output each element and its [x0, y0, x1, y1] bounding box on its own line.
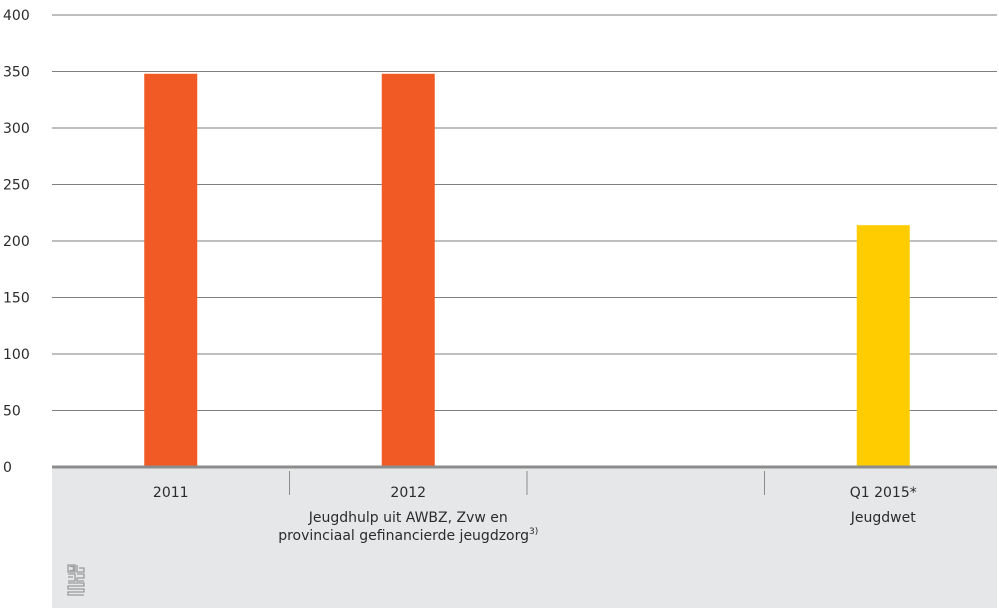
category-axis-panel — [52, 467, 997, 608]
group-footnote: 3) — [529, 527, 538, 537]
cbs-logo-icon — [66, 563, 86, 597]
category-labels: 2011 2012 Q1 2015* — [153, 485, 917, 501]
y-tick-label: 350 — [3, 65, 30, 81]
bar-2012 — [381, 73, 435, 467]
y-tick-label: 0 — [3, 460, 12, 476]
y-tick-label: 400 — [3, 8, 30, 24]
bar-2011 — [144, 73, 198, 467]
bar-q1-2015- — [856, 225, 910, 467]
category-label: 2012 — [390, 485, 426, 501]
category-label: Q1 2015* — [850, 485, 917, 501]
y-tick-label: 150 — [3, 291, 30, 307]
y-tick-label: 250 — [3, 178, 30, 194]
y-tick-label: 200 — [3, 234, 30, 250]
group-label: Jeugdwet — [850, 510, 916, 526]
category-separators — [289, 471, 765, 495]
y-tick-label: 50 — [3, 404, 21, 420]
y-tick-label: 100 — [3, 347, 30, 363]
group-label: provinciaal gefinancierde jeugdzorg3) — [278, 527, 538, 544]
category-label: 2011 — [153, 485, 189, 501]
group-label: Jeugdhulp uit AWBZ, Zvw en — [308, 510, 508, 526]
y-tick-label: 300 — [3, 121, 30, 137]
gridlines — [52, 14, 997, 411]
bars — [144, 73, 910, 467]
y-axis-ticks: 0 50 100 150 200 250 300 350 400 — [3, 8, 30, 476]
